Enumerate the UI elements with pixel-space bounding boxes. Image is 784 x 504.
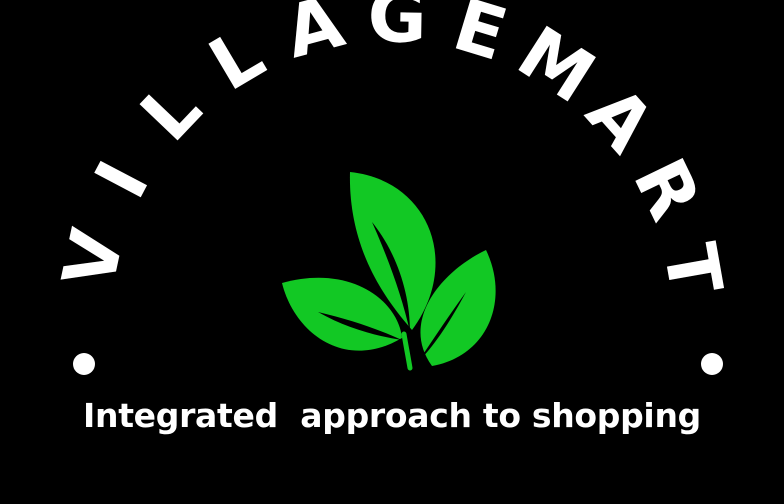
- right-leaf-vein: [418, 292, 466, 362]
- brand-letter-6: G: [367, 0, 428, 59]
- brand-letter-8: M: [504, 10, 610, 119]
- brand-letter-10: R: [617, 146, 717, 232]
- left-dot-icon: [73, 353, 95, 375]
- right-leaf: [420, 250, 496, 366]
- brand-letter-2: I: [78, 148, 165, 211]
- brand-letter-5: A: [276, 0, 352, 74]
- left-leaf-vein: [318, 312, 402, 340]
- brand-letter-3: L: [124, 66, 216, 157]
- brand-letter-7: E: [445, 0, 516, 77]
- brand-letter-4: L: [195, 11, 277, 107]
- brand-letter-11: T: [647, 237, 738, 300]
- top-leaf: [349, 172, 436, 330]
- brand-letter-1: V: [46, 222, 140, 294]
- right-dot-icon: [701, 353, 723, 375]
- leaf-stem: [401, 331, 413, 371]
- tagline: Integrated approach to shopping: [83, 396, 701, 435]
- three-leaf-sprout-icon: [282, 172, 496, 371]
